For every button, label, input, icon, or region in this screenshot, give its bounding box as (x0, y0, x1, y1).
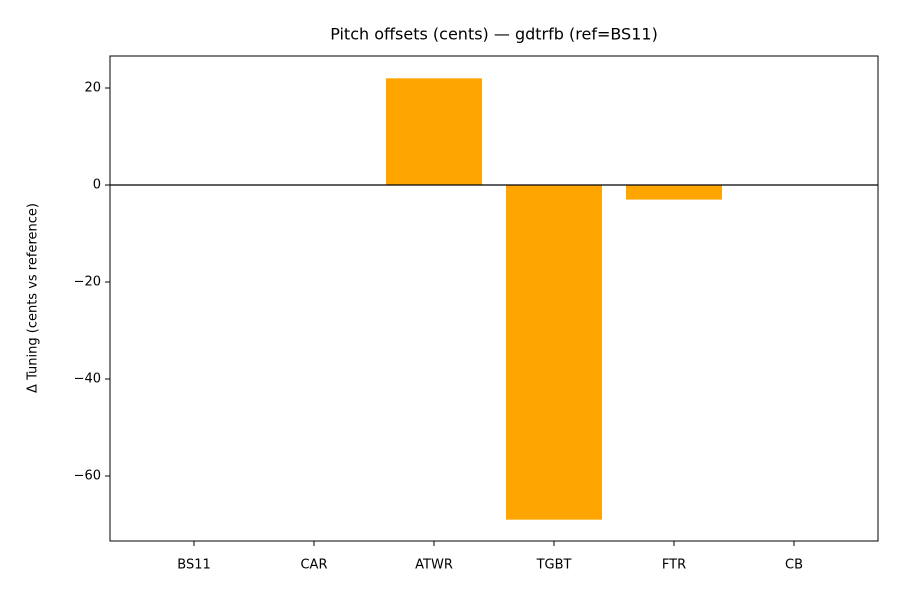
x-tick-label: CB (785, 558, 803, 573)
y-tick-label: −40 (74, 372, 101, 387)
x-tick-label: BS11 (177, 558, 210, 573)
y-tick-label: 0 (93, 178, 101, 193)
x-tick-label: CAR (300, 558, 327, 573)
x-tick-label: ATWR (415, 558, 453, 573)
y-axis-label: Δ Tuning (cents vs reference) (26, 203, 41, 393)
chart-title: Pitch offsets (cents) — gdtrfb (ref=BS11… (330, 25, 658, 44)
x-tick-label: FTR (662, 558, 686, 573)
x-tick-label: TGBT (536, 558, 572, 573)
y-tick-label: −20 (74, 275, 101, 290)
bar (386, 78, 482, 186)
plot-frame (109, 55, 879, 542)
y-tick-label: 20 (84, 81, 101, 96)
bar (626, 185, 722, 200)
bar (506, 185, 602, 520)
y-tick-label: −60 (74, 469, 101, 484)
